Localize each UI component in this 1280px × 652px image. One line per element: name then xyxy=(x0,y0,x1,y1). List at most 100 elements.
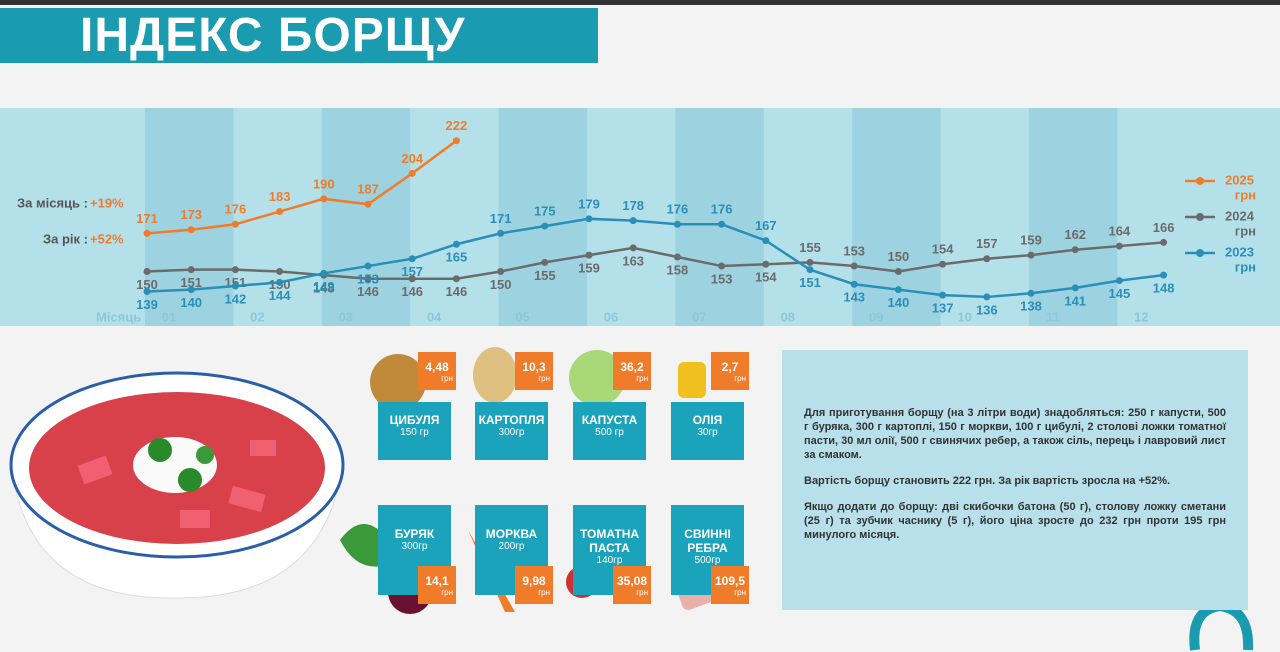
data-point xyxy=(939,260,947,268)
ingredient-weight: 300гр xyxy=(401,541,428,552)
data-label: 150 xyxy=(136,277,158,292)
data-point xyxy=(1115,277,1123,285)
data-point xyxy=(143,229,151,237)
data-point xyxy=(629,244,637,252)
data-point xyxy=(408,255,416,263)
price-value: 9,98 xyxy=(522,574,546,588)
price-value: 35,08 xyxy=(616,574,648,588)
data-point xyxy=(143,287,151,295)
data-point xyxy=(1027,289,1035,297)
data-label: 171 xyxy=(490,211,512,226)
annotation-value: +19% xyxy=(90,195,124,210)
data-label: 141 xyxy=(1064,293,1086,308)
data-label: 175 xyxy=(534,204,556,219)
annotation-label: За рік : xyxy=(43,231,88,246)
price-unit: грн xyxy=(636,374,648,383)
x-tick-label: 08 xyxy=(781,309,795,324)
price-unit: грн xyxy=(734,588,746,597)
ingredient-weight: 200гр xyxy=(498,541,525,552)
price-tag: 9,98 грн xyxy=(515,566,553,604)
month-stripe xyxy=(675,108,764,326)
ingredient-weight: 140гр xyxy=(596,555,623,566)
description: Для приготування борщу (на 3 літри води)… xyxy=(782,350,1248,610)
data-point xyxy=(629,217,637,225)
data-point xyxy=(452,240,460,248)
series-line xyxy=(146,217,1164,299)
ingredient-card: ЦИБУЛЯ 150 гр xyxy=(378,402,451,460)
data-point xyxy=(231,220,239,228)
price-value: 14,1 xyxy=(425,574,449,588)
data-point xyxy=(187,266,195,274)
legend-unit: грн xyxy=(1235,259,1256,274)
price-unit: грн xyxy=(441,374,453,383)
data-label: 159 xyxy=(578,261,600,276)
data-point xyxy=(1115,242,1123,250)
data-label: 159 xyxy=(1020,233,1042,248)
price-tag: 10,3 грн xyxy=(515,352,553,390)
data-point xyxy=(276,268,284,275)
price-tag: 14,1 грн xyxy=(418,566,456,604)
data-point xyxy=(585,251,593,259)
data-point xyxy=(939,291,947,299)
data-label: 154 xyxy=(755,270,777,285)
price-tag: 36,2 грн xyxy=(613,352,651,390)
legend-unit: грн xyxy=(1235,223,1256,238)
ingredient-weight: 500гр xyxy=(694,555,721,566)
logo xyxy=(1189,600,1254,651)
data-point xyxy=(187,226,195,234)
data-point xyxy=(983,255,991,263)
data-point xyxy=(408,275,416,283)
x-tick-label: 10 xyxy=(957,309,971,324)
price-unit: грн xyxy=(538,588,550,597)
description-paragraph: Для приготування борщу (на 3 літри води)… xyxy=(804,407,1226,461)
data-label: 187 xyxy=(357,182,379,197)
ingredient-name: КАРТОПЛЯ xyxy=(478,413,545,427)
legend-label: 2025 xyxy=(1225,172,1254,187)
data-point xyxy=(408,169,416,177)
legend-label: 2024 xyxy=(1225,208,1255,223)
series-line xyxy=(146,139,458,235)
data-label: 140 xyxy=(180,295,202,310)
ingredient-name: ОЛІЯ xyxy=(692,413,723,427)
ingredient-card: КАРТОПЛЯ 300гр xyxy=(475,402,548,460)
price-value: 4,48 xyxy=(425,360,449,374)
data-label: 176 xyxy=(225,202,247,217)
data-label: 150 xyxy=(490,277,512,292)
price-value: 109,5 xyxy=(714,574,746,588)
data-label: 179 xyxy=(578,196,600,211)
data-label: 138 xyxy=(1020,299,1042,314)
data-point xyxy=(1027,251,1035,259)
ingredient-weight: 150 гр xyxy=(400,427,429,438)
data-label: 166 xyxy=(1153,220,1175,235)
data-label: 155 xyxy=(799,240,821,255)
x-tick-label: 07 xyxy=(692,309,706,324)
data-point xyxy=(452,137,460,145)
data-label: 157 xyxy=(976,236,998,251)
data-point xyxy=(364,275,372,283)
data-label: 155 xyxy=(534,268,556,283)
data-point xyxy=(850,262,858,270)
price-value: 2,7 xyxy=(721,360,739,374)
legend-label: 2023 xyxy=(1225,244,1254,259)
price-value: 36,2 xyxy=(620,360,644,374)
price-tag: 109,5 грн xyxy=(711,566,749,604)
data-label: 144 xyxy=(269,288,291,303)
price-unit: грн xyxy=(636,588,648,597)
data-label: 154 xyxy=(932,242,954,257)
data-label: 190 xyxy=(313,176,335,191)
data-label: 151 xyxy=(180,275,202,290)
legend-dot xyxy=(1196,213,1204,221)
ingredient-name: БУРЯК xyxy=(394,527,435,541)
data-point xyxy=(497,229,505,237)
x-tick-label: 06 xyxy=(604,309,618,324)
data-point xyxy=(143,268,151,275)
data-point xyxy=(1160,238,1168,246)
data-point xyxy=(187,286,195,294)
data-label: 171 xyxy=(136,211,158,226)
x-tick-label: 05 xyxy=(515,309,529,324)
data-point xyxy=(541,258,549,266)
data-point xyxy=(983,293,991,301)
month-stripe xyxy=(321,108,411,326)
data-point xyxy=(320,195,328,203)
data-point xyxy=(806,266,814,274)
